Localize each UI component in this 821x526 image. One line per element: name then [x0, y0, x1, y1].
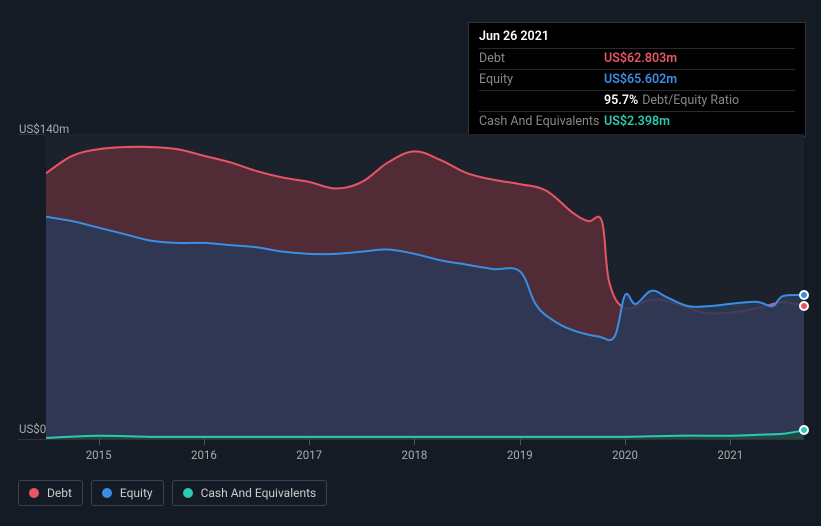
legend-item-debt[interactable]: Debt: [18, 480, 83, 506]
tooltip-row-cash: Cash And Equivalents US$2.398m: [479, 111, 795, 132]
chart-legend: Debt Equity Cash And Equivalents: [18, 480, 327, 506]
x-axis-year-label: 2016: [191, 448, 217, 462]
x-axis-year-label: 2020: [612, 448, 638, 462]
tooltip-row-debt: Debt US$62.803m: [479, 48, 795, 69]
legend-swatch: [102, 488, 112, 498]
legend-swatch: [29, 488, 39, 498]
chart-tooltip: Jun 26 2021 Debt US$62.803m Equity US$65…: [468, 22, 806, 137]
legend-label: Cash And Equivalents: [201, 486, 317, 500]
x-axis-year-label: 2017: [296, 448, 322, 462]
x-axis-year-label: 2018: [402, 448, 428, 462]
tooltip-label: Equity: [479, 72, 604, 87]
y-axis-label-min: US$0: [19, 422, 46, 436]
legend-item-cash[interactable]: Cash And Equivalents: [172, 480, 328, 506]
x-axis-year-label: 2021: [717, 448, 743, 462]
x-axis-year-label: 2019: [507, 448, 533, 462]
series-end-marker: [799, 425, 809, 435]
tooltip-label: Cash And Equivalents: [479, 114, 604, 129]
tooltip-row-ratio: 95.7%Debt/Equity Ratio: [479, 90, 795, 111]
tooltip-value: US$2.398m: [604, 114, 670, 129]
x-axis-year-label: 2015: [86, 448, 112, 462]
tooltip-value: US$62.803m: [604, 51, 677, 66]
chart-plot-area[interactable]: [46, 134, 804, 439]
tooltip-row-equity: Equity US$65.602m: [479, 69, 795, 90]
tooltip-label: Debt: [479, 51, 604, 66]
series-end-marker: [799, 290, 809, 300]
chart-svg: [46, 134, 804, 439]
tooltip-label: [479, 93, 604, 108]
legend-label: Equity: [120, 486, 153, 500]
legend-swatch: [183, 488, 193, 498]
legend-label: Debt: [47, 486, 72, 500]
legend-item-equity[interactable]: Equity: [91, 480, 164, 506]
x-axis-ticks: [46, 439, 804, 445]
tooltip-value: US$65.602m: [604, 72, 677, 87]
tooltip-value: 95.7%Debt/Equity Ratio: [604, 93, 739, 108]
tooltip-date: Jun 26 2021: [479, 29, 795, 48]
series-end-marker: [799, 301, 809, 311]
